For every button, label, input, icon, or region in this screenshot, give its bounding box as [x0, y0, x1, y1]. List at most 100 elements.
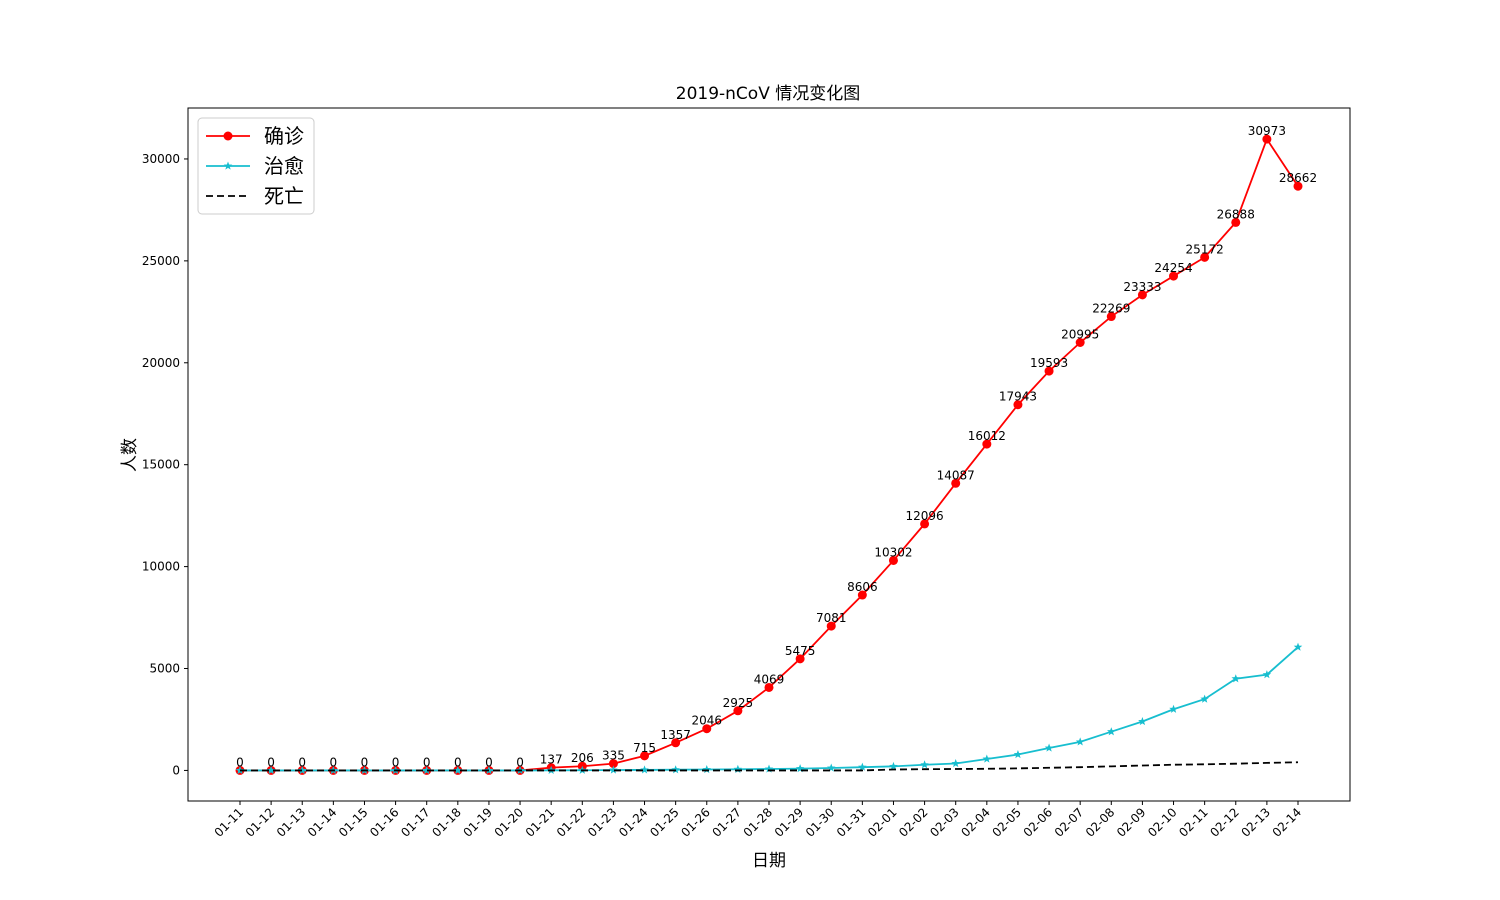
data-point [702, 765, 712, 774]
data-point [702, 724, 712, 734]
data-point [733, 706, 743, 716]
chart-title: 2019-nCoV 情况变化图 [676, 84, 860, 104]
x-tick-label: 01-31 [834, 805, 869, 840]
data-label: 16012 [968, 429, 1006, 443]
x-tick-label: 01-22 [554, 805, 589, 840]
data-label: 5475 [785, 644, 816, 658]
data-label: 335 [602, 749, 625, 763]
x-tick-label: 02-03 [927, 805, 962, 840]
data-label: 0 [298, 755, 306, 769]
x-tick-label: 02-06 [1021, 805, 1056, 840]
data-label: 0 [267, 755, 275, 769]
data-label: 24254 [1154, 261, 1192, 275]
series-line [240, 761, 1299, 772]
data-label: 206 [571, 751, 594, 765]
data-point [1013, 400, 1023, 410]
data-point [982, 439, 992, 449]
data-point [920, 519, 930, 529]
data-point [1044, 743, 1054, 752]
x-tick-label: 02-05 [990, 805, 1025, 840]
data-label: 0 [423, 755, 431, 769]
y-tick-label: 20000 [142, 356, 180, 370]
data-point [671, 765, 680, 774]
data-label: 10302 [874, 545, 912, 559]
x-tick-label: 02-08 [1083, 805, 1118, 840]
x-tick-label: 01-16 [367, 805, 402, 840]
x-tick-label: 02-09 [1114, 805, 1149, 840]
data-label: 1357 [660, 728, 691, 742]
data-point [1262, 670, 1272, 679]
legend-frame [197, 117, 315, 215]
data-label: 17943 [999, 390, 1037, 404]
x-tick-label: 01-13 [274, 805, 309, 840]
plot-frame [187, 107, 1351, 802]
data-label: 0 [392, 755, 400, 769]
x-tick-label: 01-24 [616, 805, 651, 840]
x-tick-label: 02-04 [958, 805, 993, 840]
data-point [795, 654, 805, 664]
data-label: 0 [236, 755, 244, 769]
data-label: 28662 [1279, 171, 1317, 185]
data-label: 0 [516, 755, 524, 769]
data-label: 715 [633, 741, 656, 755]
data-label: 30973 [1248, 124, 1286, 138]
x-tick-label: 01-15 [336, 805, 371, 840]
x-tick-label: 01-12 [243, 805, 278, 840]
x-tick-label: 01-29 [772, 805, 807, 840]
x-tick-label: 02-10 [1145, 805, 1180, 840]
data-point [422, 765, 431, 775]
data-label: 26888 [1217, 207, 1255, 221]
y-tick-label: 10000 [142, 560, 180, 574]
data-point [889, 761, 898, 770]
y-axis-label: 人数 [120, 438, 140, 472]
y-tick-label: 0 [172, 763, 180, 777]
data-point [640, 751, 650, 761]
data-point [297, 765, 307, 775]
data-point [795, 764, 805, 773]
data-point [1293, 181, 1303, 191]
legend-swatch-marker [223, 131, 233, 141]
legend-label: 确诊 [264, 124, 304, 148]
data-point [857, 590, 867, 600]
x-tick-label: 01-30 [803, 805, 838, 840]
data-point [608, 759, 618, 769]
data-point [951, 478, 961, 488]
data-point [826, 763, 836, 772]
data-point [733, 764, 743, 773]
x-tick-label: 01-14 [305, 805, 340, 840]
data-label: 0 [485, 755, 493, 769]
data-point [1231, 217, 1241, 227]
x-tick-label: 01-25 [647, 805, 682, 840]
x-tick-label: 02-13 [1238, 805, 1273, 840]
x-tick-label: 02-11 [1176, 805, 1211, 840]
x-tick-label: 01-18 [429, 805, 464, 840]
data-point [1262, 134, 1272, 144]
x-tick-label: 02-01 [865, 805, 900, 840]
x-tick-label: 01-20 [492, 805, 527, 840]
data-point [1231, 674, 1241, 683]
x-tick-label: 01-26 [678, 805, 713, 840]
x-tick-label: 01-21 [523, 805, 558, 840]
data-point [951, 759, 960, 768]
data-point [764, 764, 774, 773]
x-tick-label: 01-28 [741, 805, 776, 840]
data-point [826, 621, 836, 631]
data-point [764, 682, 774, 692]
y-tick-label: 15000 [142, 458, 180, 472]
data-point [1075, 337, 1085, 347]
data-point [920, 760, 929, 769]
x-tick-label: 01-17 [398, 805, 433, 840]
data-point [453, 765, 463, 775]
axes-group: 0 5000 10000 15000 20000 25000 30000 01-1101-12… [142, 107, 1351, 840]
data-point [1044, 366, 1054, 376]
x-tick-label: 01-23 [585, 805, 620, 840]
data-point [888, 555, 898, 565]
data-labels-group: 0 0 0 0 0 0 0 0 0 0 137 206 335 715 135720462925406954… [236, 124, 1317, 769]
data-point [1137, 290, 1147, 300]
data-label: 0 [454, 755, 462, 769]
x-tick-label: 01-11 [212, 805, 247, 840]
series-group [235, 134, 1303, 775]
data-point [858, 762, 867, 771]
legend-label: 死亡 [264, 184, 304, 208]
